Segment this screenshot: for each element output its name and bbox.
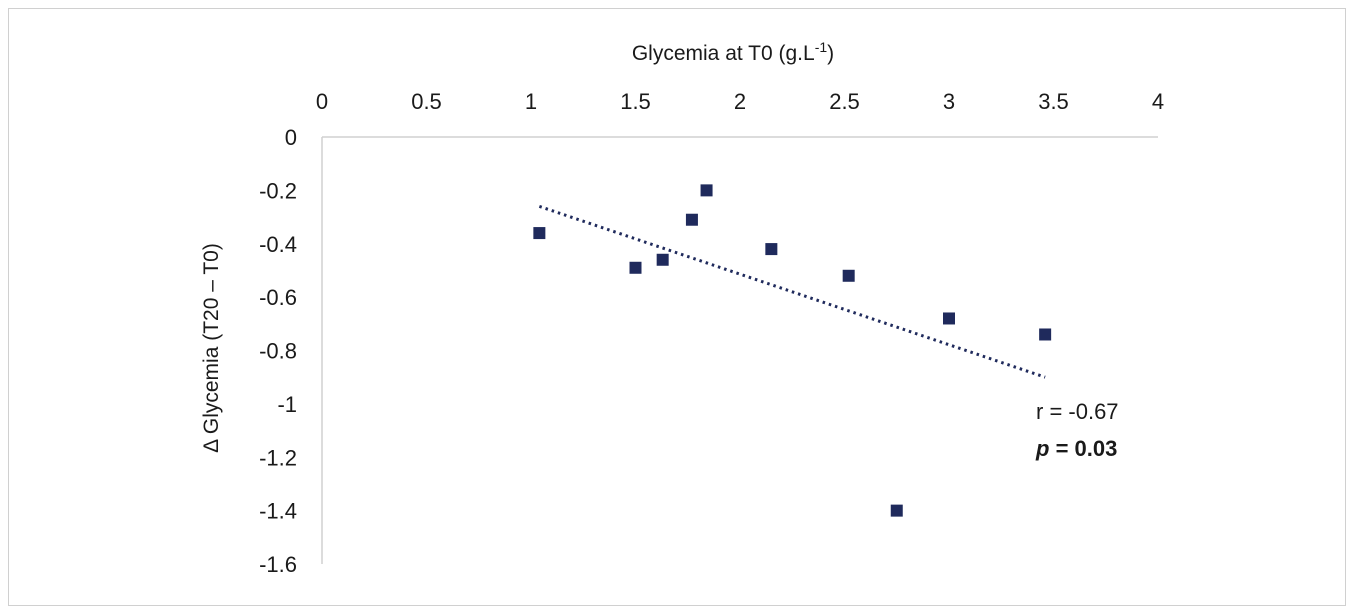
data-point <box>685 213 698 226</box>
r-annotation: r = -0.67 <box>1036 399 1119 424</box>
data-point <box>890 504 903 517</box>
y-tick-label: -0.6 <box>259 285 297 310</box>
y-tick-label: -1 <box>277 392 297 417</box>
x-tick-label: 0 <box>316 89 328 114</box>
data-point <box>1039 328 1052 341</box>
y-tick-labels: 0 -0.2 -0.4 -0.6 -0.8 -1 -1.2 -1.4 -1.6 <box>259 125 297 577</box>
x-tick-labels: 0 0.5 1 1.5 2 2.5 3 3.5 4 <box>316 89 1164 114</box>
data-point <box>943 312 955 325</box>
data-point <box>656 253 669 266</box>
x-tick-label: 1 <box>525 89 537 114</box>
chart-frame <box>8 8 1346 606</box>
y-tick-label: -1.6 <box>259 552 297 577</box>
y-tick-label: -0.8 <box>259 339 297 364</box>
x-tick-label: 3.5 <box>1038 89 1069 114</box>
data-point <box>700 184 713 197</box>
y-tick-label: 0 <box>285 125 297 150</box>
y-tick-label: -0.2 <box>259 178 297 203</box>
y-tick-label: -0.4 <box>259 232 297 257</box>
y-tick-label: -1.4 <box>259 499 297 524</box>
data-points <box>533 184 1052 517</box>
trendline <box>538 204 1046 379</box>
x-tick-label: 1.5 <box>620 89 651 114</box>
x-tick-label: 2.5 <box>829 89 860 114</box>
x-tick-label: 3 <box>943 89 955 114</box>
x-tick-label: 0.5 <box>411 89 442 114</box>
data-point <box>842 269 855 282</box>
data-point <box>629 261 642 274</box>
y-axis-title: Δ Glycemia (T20 – T0) <box>200 243 223 453</box>
x-tick-label: 2 <box>734 89 746 114</box>
y-tick-label: -1.2 <box>259 445 297 470</box>
data-point <box>533 227 546 240</box>
x-tick-label: 4 <box>1152 89 1164 114</box>
p-annotation: p = 0.03 <box>1035 436 1117 461</box>
data-point <box>765 243 778 256</box>
x-axis-title: Glycemia at T0 (g.L-1) <box>632 39 834 65</box>
